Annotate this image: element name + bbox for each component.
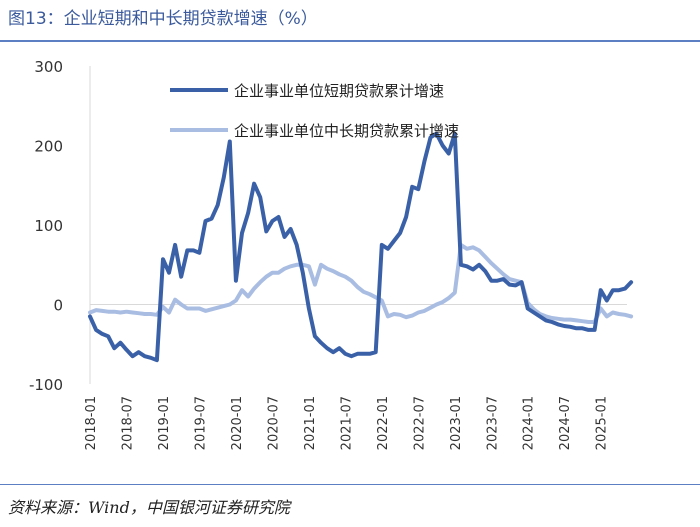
x-tick-label: 2021-07 <box>339 396 354 450</box>
y-tick-label: 100 <box>34 217 63 235</box>
x-tick-label: 2023-01 <box>449 396 464 450</box>
source-note: 资料来源：Wind，中国银河证券研究院 <box>8 498 290 517</box>
y-tick-label: 0 <box>53 297 63 315</box>
x-tick-label: 2022-01 <box>376 396 391 450</box>
x-tick-label: 2023-07 <box>485 396 500 450</box>
series-line-short-term <box>88 131 634 363</box>
x-tick-label: 2020-01 <box>230 396 245 450</box>
x-tick-label: 2020-07 <box>266 396 281 450</box>
x-tick-label: 2022-07 <box>412 396 427 450</box>
x-axis-ticks: 2018-01 2018-07 2019-01 2019-07 2020-01 2020-… <box>84 396 610 450</box>
chart-series <box>88 131 634 363</box>
series-line-long-term <box>88 242 634 324</box>
x-tick-label: 2024-07 <box>558 396 573 450</box>
x-tick-label: 2021-01 <box>303 396 318 450</box>
y-axis-ticks: 300 200 100 0 -100 <box>29 58 63 394</box>
y-tick-label: 300 <box>34 58 63 76</box>
x-tick-label: 2018-01 <box>84 396 99 450</box>
y-tick-label: 200 <box>34 138 63 156</box>
y-tick-label: -100 <box>29 376 63 394</box>
line-chart: 300 200 100 0 -100 2018-01 2018-07 2019-01 2019… <box>29 58 634 450</box>
x-tick-label: 2024-01 <box>522 396 537 450</box>
x-tick-label: 2025-01 <box>595 396 610 450</box>
source-divider <box>0 484 700 485</box>
x-tick-label: 2019-01 <box>157 396 172 450</box>
legend-label: 企业事业单位中长期贷款累计增速 <box>234 122 459 140</box>
title-divider <box>0 40 700 42</box>
x-tick-label: 2019-07 <box>193 396 208 450</box>
chart-title: 图13：企业短期和中长期贷款增速（%） <box>8 9 318 29</box>
x-tick-label: 2018-07 <box>120 396 135 450</box>
legend-label: 企业事业单位短期贷款累计增速 <box>234 82 444 100</box>
chart-axes <box>89 66 627 384</box>
